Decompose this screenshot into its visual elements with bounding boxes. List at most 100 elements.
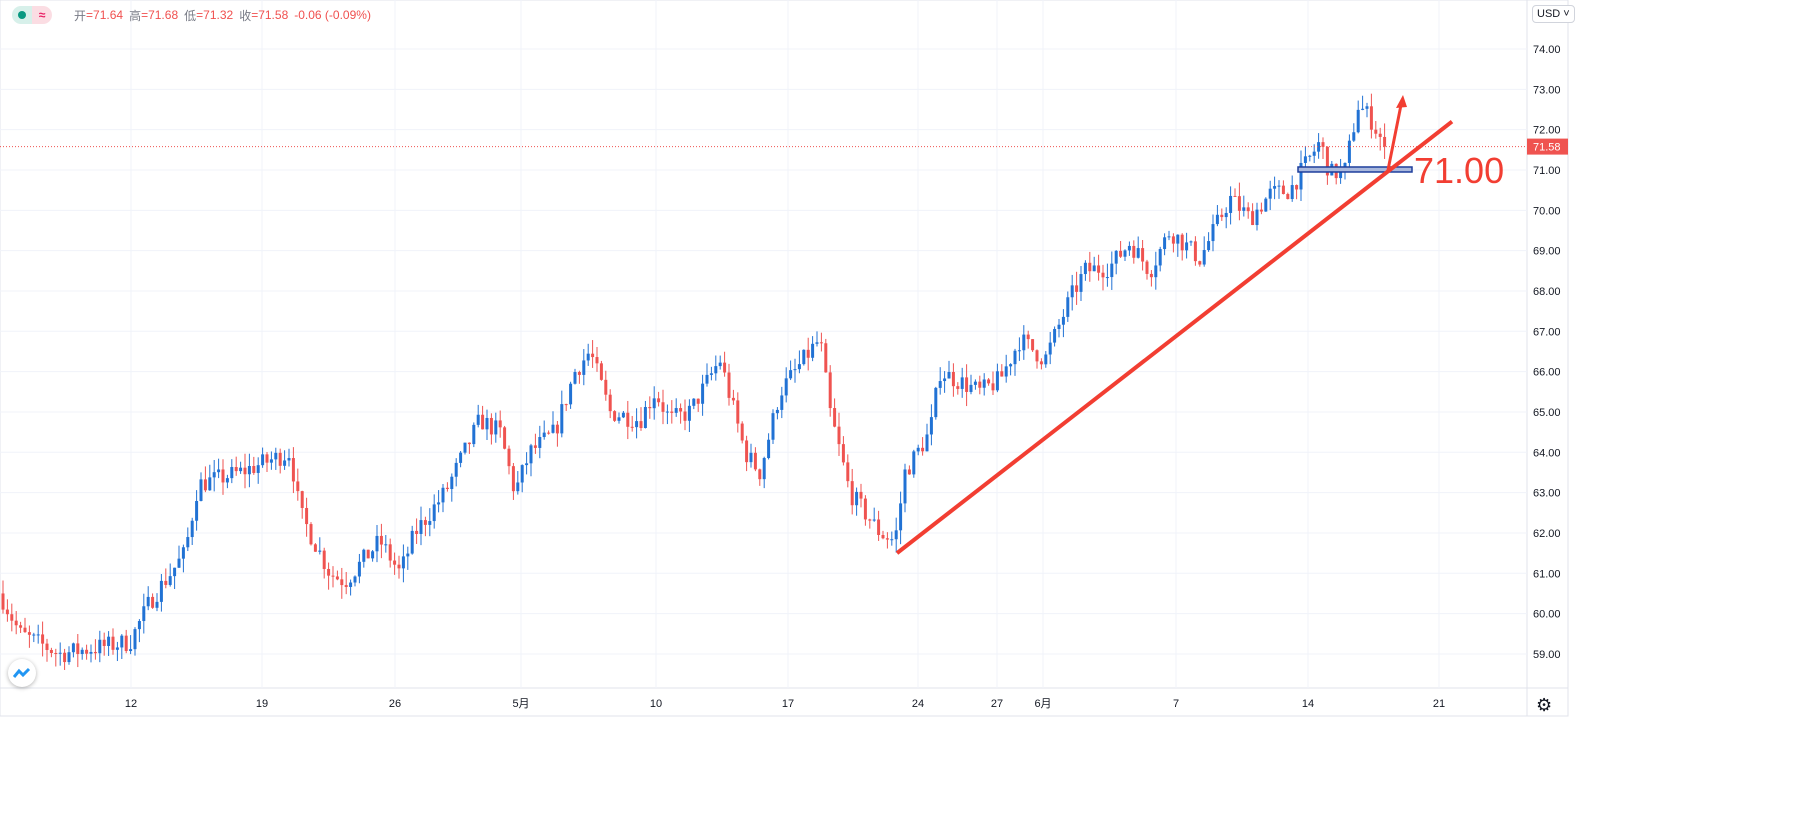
candle-body [824,343,828,373]
candle-body [1013,350,1017,365]
candle-body [1136,248,1140,258]
candle-body [278,452,282,466]
candle-body [1352,132,1356,141]
candle-body [745,440,749,463]
last-price-tag [1527,138,1568,155]
candle-body [907,469,911,475]
candle-body [120,635,124,648]
candle-body [397,564,401,569]
low-value: =71.32 [196,8,234,22]
candle-body [102,639,106,646]
candle-body [331,575,335,577]
candle-body [463,442,467,453]
price-tick-label: 66.00 [1533,367,1561,379]
candle-body [1114,250,1118,264]
candle-body [393,560,397,565]
series-toggle[interactable]: ≈ [12,6,52,24]
price-tick-label: 74.00 [1533,44,1561,56]
currency-button[interactable]: USD ˅ [1532,5,1575,23]
candle-body [124,635,128,652]
candle-body [80,649,84,655]
candle-body [1290,185,1294,200]
candle-body [1149,273,1153,278]
candle-body [516,482,520,492]
candle-body [595,357,599,364]
candle-body [252,466,256,473]
candle-body [1141,248,1145,262]
candle-body [1189,241,1193,243]
candle-body [379,535,383,545]
candle-body [1097,265,1101,273]
candle-body [375,535,379,552]
candle-body [1101,272,1105,278]
candle-body [573,372,577,384]
candle-body [489,417,493,435]
candle-body [344,585,348,587]
candle-body [327,568,331,576]
price-tick-label: 64.00 [1533,447,1561,459]
candle-body [591,353,595,358]
candle-body [1163,237,1167,250]
candle-body [305,507,309,525]
time-tick-label: 5月 [512,698,529,710]
candle-body [877,519,881,535]
candle-body [560,404,564,434]
candle-body [357,561,361,577]
candle-body [5,609,9,615]
candle-body [89,651,93,654]
candle-body [177,558,181,568]
candle-body [797,364,801,370]
candle-body [815,342,819,344]
candle-body [472,424,476,445]
price-tick-label: 65.00 [1533,407,1561,419]
candle-body [71,643,75,653]
candle-body [538,437,542,448]
candle-body [507,448,511,467]
candle-body [718,362,722,367]
candle-body [384,544,388,546]
candle-body [459,452,463,463]
candle-body [1365,106,1369,109]
support-zone-box [1297,166,1413,173]
candle-body [287,458,291,461]
candle-body [1383,136,1387,147]
candle-body [1198,261,1202,265]
candle-body [617,417,621,421]
candle-body [841,444,845,463]
candle-body [921,447,925,452]
candle-body [296,481,300,492]
high-value: =71.68 [141,8,179,22]
candle-body [683,411,687,421]
settings-gear-icon[interactable]: ⚙ [1536,695,1553,715]
candle-body [705,374,709,384]
candle-body [780,395,784,410]
candle-body [1339,167,1343,179]
candle-body [247,466,251,475]
candle-body [551,424,555,433]
candle-body [630,426,634,428]
candle-body [1264,198,1268,212]
candle-body [283,460,287,466]
candle-body [454,462,458,477]
candle-body [1369,106,1373,130]
tradingview-logo-icon[interactable] [8,659,36,687]
support-price-annotation: 71.00 [1414,150,1504,191]
candle-body [173,567,177,577]
candle-body [740,423,744,441]
candle-body [1017,350,1021,352]
candle-body [300,491,304,508]
candle-body [494,420,498,435]
candle-body [1286,194,1290,200]
candle-body [146,596,150,607]
candle-body [960,377,964,389]
candle-body [340,579,344,586]
candle-body [1004,366,1008,377]
candle-body [419,520,423,534]
candle-body [243,467,247,475]
candle-body [14,620,18,626]
candle-body [1277,185,1281,187]
candle-body [498,420,502,428]
candle-body [1,593,5,610]
candle-body [1273,186,1277,189]
